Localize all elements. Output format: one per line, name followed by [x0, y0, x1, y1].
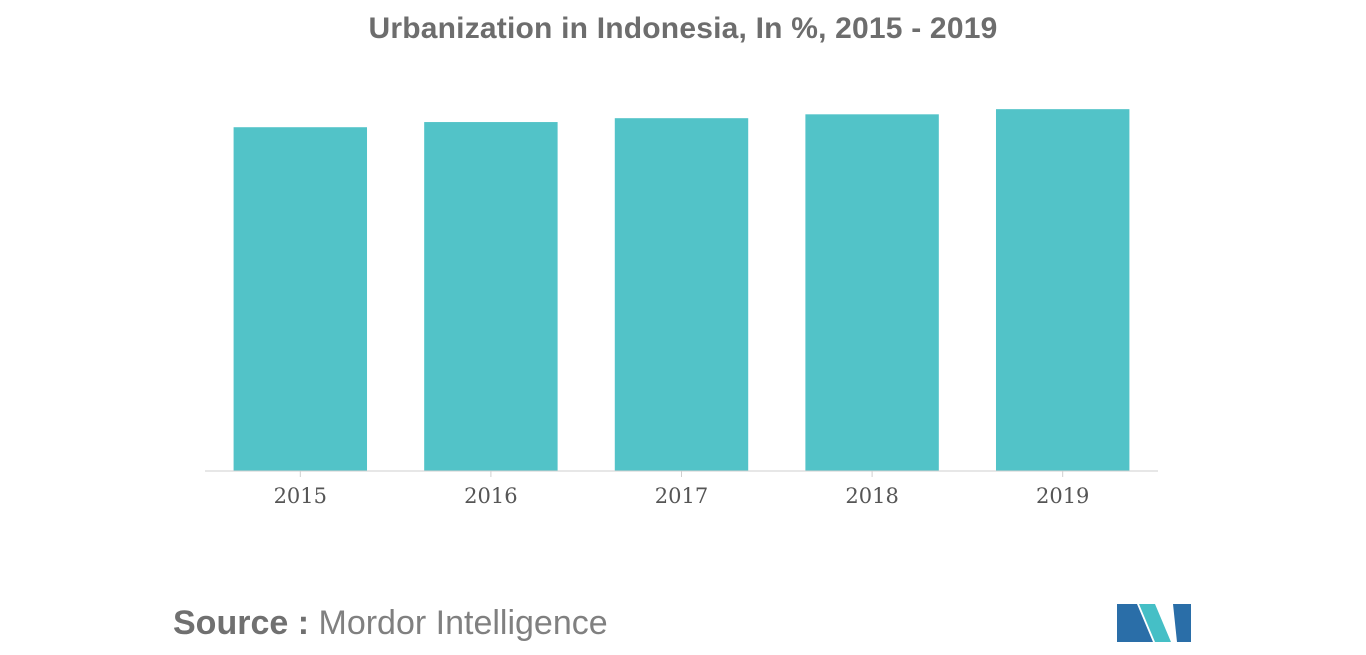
- logo-shape-left: [1117, 604, 1153, 642]
- bar-2018: [805, 114, 939, 471]
- source-label: Source :: [173, 604, 310, 642]
- chart-title: Urbanization in Indonesia, In %, 2015 - …: [368, 12, 998, 45]
- x-axis-ticks: [299, 471, 1064, 477]
- mordor-intelligence-logo: [1117, 604, 1191, 642]
- bars-group: [233, 109, 1130, 472]
- source-note: Source : Mordor Intelligence: [173, 604, 608, 643]
- x-axis-tick-labels: 2015 2016 2017 2018 2019: [274, 484, 1090, 508]
- bar-2015: [233, 127, 368, 471]
- x-tick-label-2018: 2018: [845, 484, 898, 508]
- logo-shape-right: [1173, 604, 1191, 642]
- x-tick-label-2016: 2016: [464, 484, 517, 508]
- bar-2016: [424, 122, 558, 472]
- bar-chart: 2015 2016 2017 2018 2019: [205, 109, 1158, 508]
- logo-shape-middle: [1139, 604, 1171, 642]
- x-tick-label-2017: 2017: [655, 484, 708, 508]
- bar-2019: [995, 109, 1130, 471]
- bar-2017: [614, 118, 749, 471]
- source-text: Mordor Intelligence: [318, 604, 608, 642]
- x-tick-label-2019: 2019: [1036, 484, 1089, 508]
- x-tick-label-2015: 2015: [274, 484, 327, 508]
